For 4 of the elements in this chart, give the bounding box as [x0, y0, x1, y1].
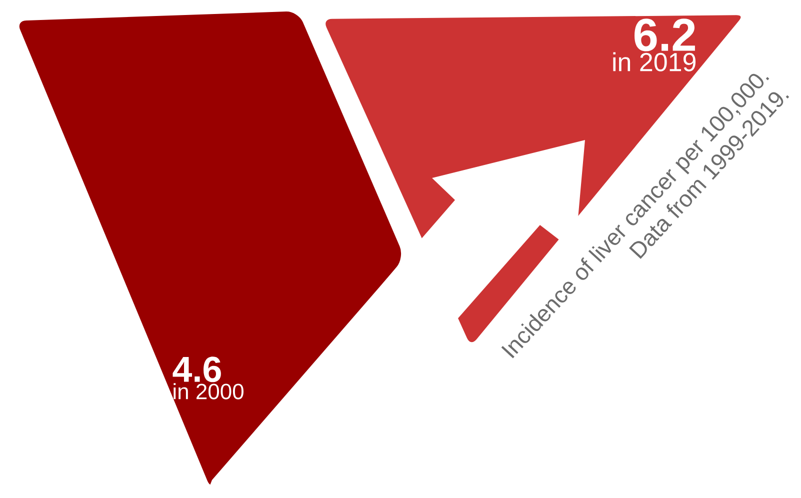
category-label: in 2000	[174, 383, 244, 400]
data-label: 4.6	[172, 356, 221, 382]
data-label: 6.2	[634, 18, 695, 52]
category-label: in 2019	[613, 52, 696, 72]
